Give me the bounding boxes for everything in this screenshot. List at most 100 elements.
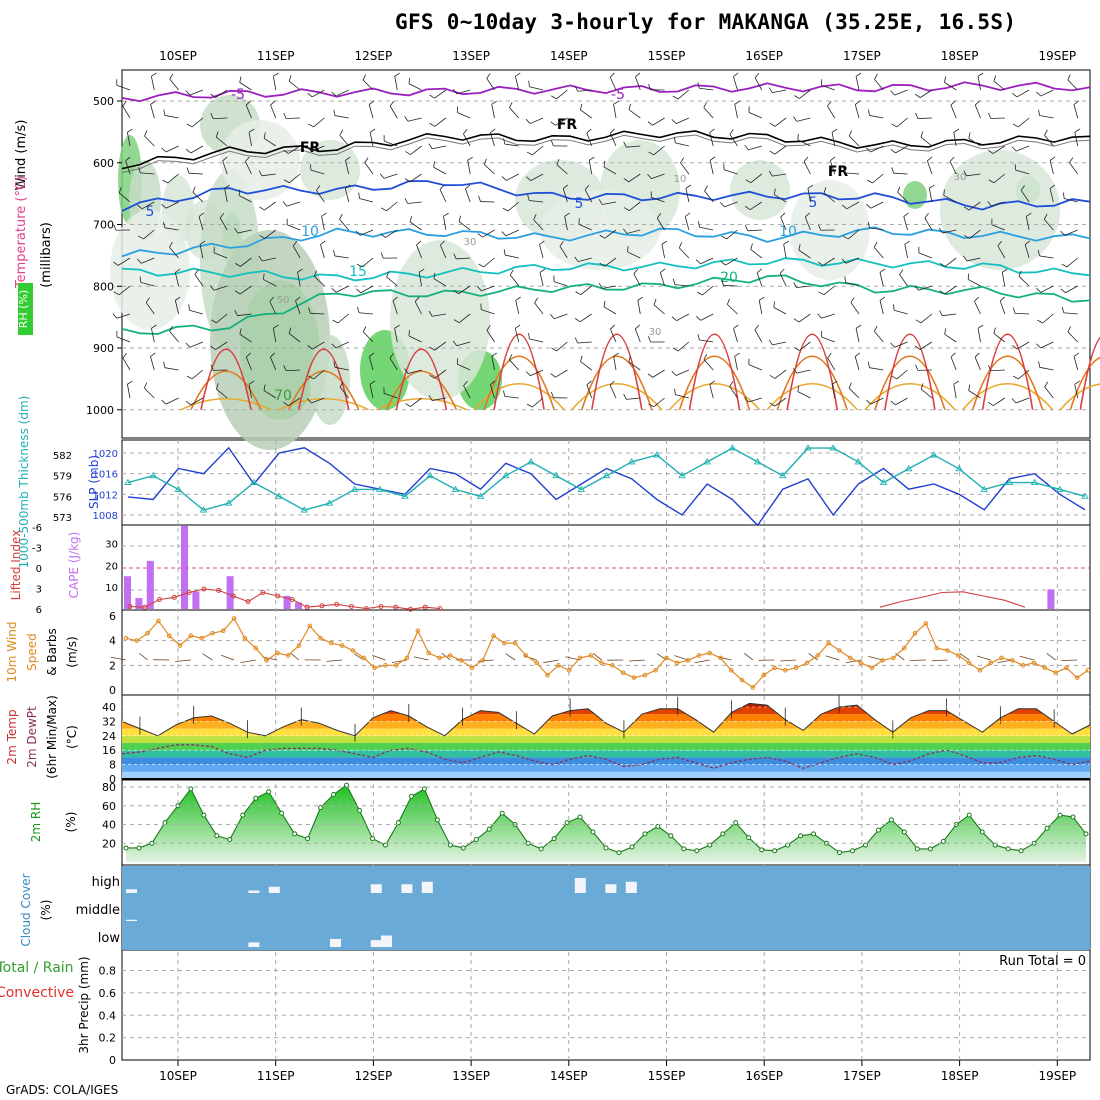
cloud-bar-high xyxy=(248,890,260,893)
wind-barb xyxy=(968,137,981,147)
wind-speed-point xyxy=(534,660,540,666)
wind-barb-flag xyxy=(950,100,956,106)
wind-barb-flag xyxy=(574,337,579,344)
wind-speed-point xyxy=(891,655,896,661)
temperature-contour xyxy=(591,333,643,410)
wind-barb-flag xyxy=(873,241,878,248)
temp-tick-label: 40 xyxy=(102,701,116,714)
wind-barb-flag xyxy=(598,199,603,205)
wind-barb-flag xyxy=(768,87,773,93)
ylabel-millibars: (millibars) xyxy=(39,222,54,288)
wind-barb-flag xyxy=(292,240,298,247)
wind-barb-flag xyxy=(891,375,898,380)
wind-barb-flag xyxy=(270,352,275,358)
wind-barb xyxy=(700,257,714,265)
wind-barb xyxy=(944,285,957,295)
wind-barb-flag xyxy=(685,212,691,217)
wind-barb xyxy=(239,285,252,295)
contour-label: 50 xyxy=(277,295,290,306)
rh-shade xyxy=(210,230,330,450)
wind-barb xyxy=(439,244,447,259)
wind-barb xyxy=(726,229,738,240)
wind-barb-flag xyxy=(486,73,491,79)
wind-barb xyxy=(821,313,835,319)
wind-barb-flag xyxy=(263,384,266,391)
contour-label: 5 xyxy=(146,204,155,220)
wind-barb-flag xyxy=(977,72,984,77)
wind-barb-flag xyxy=(823,187,827,194)
rh-point xyxy=(901,829,907,835)
ylabel-cloud-unit: (%) xyxy=(39,900,53,921)
wind-barb xyxy=(1074,132,1079,147)
wind-speed-point xyxy=(620,670,626,676)
wind-barb xyxy=(879,300,884,315)
wind-barb-flag xyxy=(938,227,943,234)
wind-barb xyxy=(917,117,932,119)
wind-barb xyxy=(240,257,252,267)
wind-barb xyxy=(779,273,787,287)
cloud-bar-low xyxy=(381,935,392,947)
wind-barb-flag xyxy=(408,77,411,84)
wind-barb-flag xyxy=(224,184,230,189)
wind-barb xyxy=(483,257,495,268)
wind-barb-flag xyxy=(528,332,530,340)
wind-speed-point xyxy=(264,658,269,663)
wind-barb-flag xyxy=(452,340,458,346)
wind-barb xyxy=(314,276,325,287)
wind-barb-flag xyxy=(610,324,615,330)
wind-barb-flag xyxy=(381,207,387,212)
wind-speed-point xyxy=(296,643,302,648)
wind-barb xyxy=(1069,162,1079,175)
wind-barb-flag xyxy=(920,383,924,390)
wind-barb xyxy=(150,356,155,371)
rh-shade xyxy=(310,335,350,425)
wind-barb xyxy=(556,89,568,100)
wind-barb-flag xyxy=(831,380,838,385)
top-day-label: 15SEP xyxy=(648,49,686,63)
wind-barb xyxy=(270,104,277,119)
rh-point xyxy=(798,833,804,839)
wind-barb xyxy=(169,247,179,259)
wind-barb xyxy=(1066,257,1078,268)
wind-barb xyxy=(139,652,148,661)
bottom-day-label: 10SEP xyxy=(159,1069,197,1083)
wind-barb xyxy=(603,166,617,175)
isotherm-fr-double xyxy=(121,134,1091,174)
wind-barb-flag xyxy=(827,101,832,107)
wind-barb-flag xyxy=(185,342,191,348)
wind-barb-flag xyxy=(144,130,148,137)
wind-barb xyxy=(896,117,908,128)
wind-barb xyxy=(748,112,762,119)
contour-label: 5 xyxy=(575,196,584,212)
temperature-contour xyxy=(571,382,663,411)
wind-barb-flag xyxy=(939,310,943,316)
wind-barb-flag xyxy=(175,268,181,273)
wind-barb xyxy=(515,300,520,315)
wind-barb-flag xyxy=(1012,375,1019,380)
wind-barb-flag xyxy=(915,364,919,371)
wind-barb xyxy=(245,104,252,119)
thickness-line xyxy=(127,447,1086,511)
wind-barb xyxy=(968,390,981,399)
wind-barb xyxy=(312,89,325,98)
thickness-point xyxy=(955,464,963,472)
wind-barb-flag xyxy=(564,212,570,217)
wind-barb-flag xyxy=(150,100,156,105)
bottom-day-label: 17SEP xyxy=(843,1069,881,1083)
wind-barb-flag xyxy=(404,368,409,374)
wind-barb xyxy=(555,369,568,378)
rh-tick-label: 80 xyxy=(102,781,116,794)
wind-barb xyxy=(118,285,131,296)
wind-barb-flag xyxy=(198,212,205,217)
wind-barb xyxy=(141,257,155,264)
wind-barb-flag xyxy=(486,325,491,331)
wind-barb xyxy=(555,117,568,126)
wind-barb xyxy=(321,216,325,231)
rh-point xyxy=(1083,831,1089,837)
wind-barb-flag xyxy=(429,346,435,351)
rh-point xyxy=(603,845,609,851)
wind-barb-flag xyxy=(392,296,398,301)
wind-barb xyxy=(216,313,228,324)
wind-barb xyxy=(189,309,204,315)
wind-speed-point xyxy=(339,643,345,648)
